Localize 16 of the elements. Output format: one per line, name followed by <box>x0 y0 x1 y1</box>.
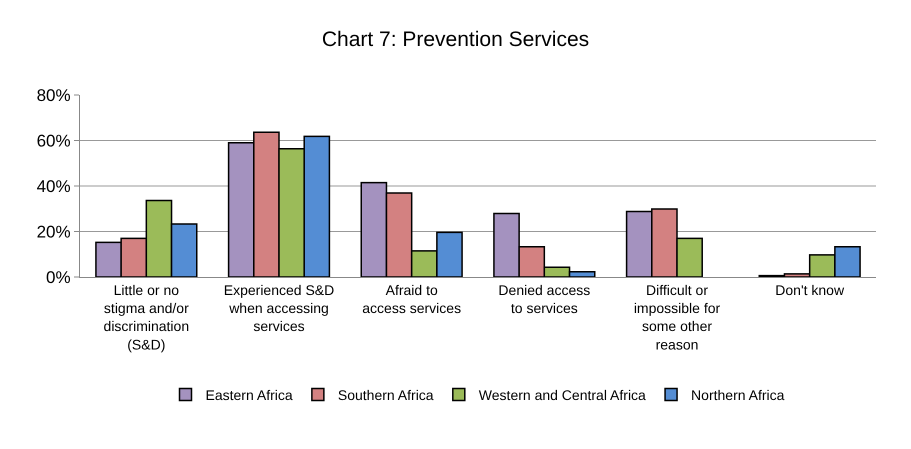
legend-label: Southern Africa <box>338 386 434 403</box>
y-tick-label: 0% <box>46 268 71 287</box>
legend-label: Northern Africa <box>691 386 785 403</box>
x-tick-label: Difficult or impossible for some other reason <box>634 282 721 352</box>
legend-label: Western and Central Africa <box>478 386 646 403</box>
x-tick-label: Don't know <box>775 282 845 298</box>
x-tick-label: Experienced S&D when accessing services <box>224 282 334 334</box>
legend-label: Eastern Africa <box>206 386 293 403</box>
y-tick-label: 40% <box>36 176 71 196</box>
y-tick-label: 60% <box>36 131 71 150</box>
x-tick-label: Afraid to access services <box>362 282 462 316</box>
x-tick-label: Denied access to services <box>498 282 590 316</box>
x-tick-label: Little or no stigma and/or discrimination (S&D) <box>104 282 190 352</box>
y-tick-label: 80% <box>36 86 71 105</box>
y-tick-label: 20% <box>36 222 71 242</box>
chart-title: Chart 7: Prevention Services <box>322 28 590 52</box>
